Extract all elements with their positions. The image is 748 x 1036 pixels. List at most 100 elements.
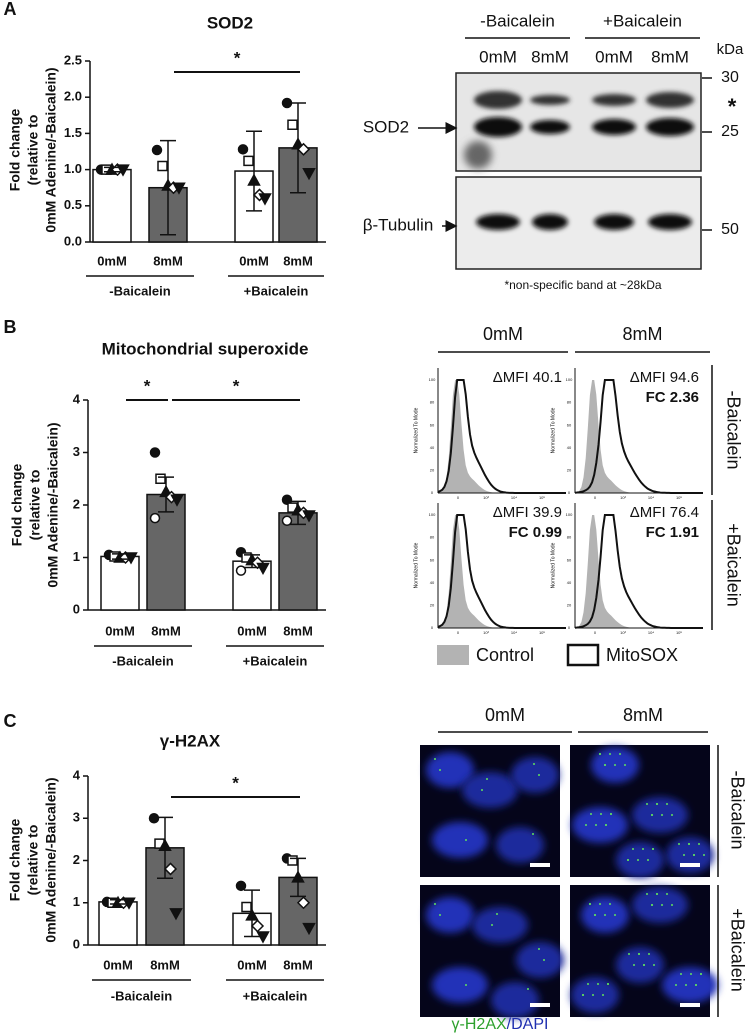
panel-label: B [4, 317, 17, 337]
foci [624, 764, 626, 766]
flow-y-tick: 80 [567, 535, 572, 540]
y-tick-label: 4 [73, 391, 81, 406]
foci [651, 814, 653, 816]
foci [675, 984, 677, 986]
data-point [296, 896, 311, 910]
foci [609, 753, 611, 755]
x-tick-label: 8mM [283, 253, 313, 268]
foci [594, 914, 596, 916]
flow-y-tick: 20 [430, 602, 435, 607]
flow-row: -Baicalein [723, 390, 743, 469]
foci [609, 903, 611, 905]
y-axis-label: Fold change [7, 819, 23, 902]
flow-y-tick: 0 [431, 490, 434, 495]
data-point [149, 512, 161, 524]
foci [496, 913, 498, 915]
scale-bar [530, 863, 550, 867]
foci [693, 854, 695, 856]
data-point [124, 552, 138, 565]
foci [680, 973, 682, 975]
flow-y-tick: 40 [567, 580, 572, 585]
y-tick-label: 2.5 [64, 52, 82, 67]
foci [671, 904, 673, 906]
foci [538, 948, 540, 950]
fc-label: FC 1.91 [646, 524, 699, 541]
foci [661, 904, 663, 906]
scale-bar [530, 1003, 550, 1007]
nucleus [616, 947, 664, 983]
foci [602, 994, 604, 996]
foci [638, 953, 640, 955]
data-point [296, 142, 311, 156]
foci [486, 778, 488, 780]
foci [651, 904, 653, 906]
foci [590, 813, 592, 815]
error-bar [290, 102, 306, 194]
data-point [148, 813, 160, 824]
flow-y-tick: 20 [430, 467, 435, 472]
data-point [287, 855, 298, 866]
flow-x-tick: 0 [594, 630, 597, 635]
flow-x-tick: 10⁴ [511, 630, 517, 635]
band [648, 214, 692, 230]
foci [614, 914, 616, 916]
bar [98, 901, 138, 946]
y-tick-label: 1.0 [64, 161, 82, 176]
fc-label: FC 0.99 [509, 524, 562, 541]
flow-y-tick: 100 [429, 512, 436, 517]
foci [481, 789, 483, 791]
blot-group: -Baicalein [480, 11, 555, 30]
foci [434, 903, 436, 905]
y-tick-label: 0.0 [64, 233, 82, 248]
group-label: -Baicalein [109, 283, 170, 298]
data-point [163, 862, 178, 876]
control-histogram [438, 380, 566, 493]
panel-label: A [4, 0, 17, 19]
nucleus [572, 807, 628, 843]
band-label: β-Tubulin [363, 215, 434, 234]
blot-lane: 0mM [479, 47, 517, 66]
error-bar [110, 899, 126, 905]
foci [661, 814, 663, 816]
data-point [235, 880, 247, 892]
flow-y-tick: 0 [568, 625, 571, 630]
bar [278, 512, 318, 611]
data-point [235, 565, 247, 576]
control-histogram [575, 380, 703, 493]
foci [527, 988, 529, 990]
x-tick-label: 0mM [103, 957, 133, 972]
y-tick-label: 2 [73, 496, 80, 511]
flow-axis-label: Normalized To Mode [413, 542, 419, 588]
y-axis-label: 0mM Adenine/-Baicalein) [45, 422, 61, 587]
flow-y-tick: 80 [430, 535, 435, 540]
foci [538, 774, 540, 776]
data-point [302, 922, 316, 936]
blot-lane: 8mM [531, 47, 569, 66]
flow-x-tick: 10⁵ [676, 630, 682, 635]
data-point [170, 494, 184, 507]
foci [647, 859, 649, 861]
mfi-label: ΔMFI 39.9 [493, 504, 562, 521]
flow-y-tick: 80 [430, 400, 435, 405]
data-point [122, 897, 136, 910]
foci [637, 859, 639, 861]
flow-row: +Baicalein [723, 523, 743, 607]
foci [599, 753, 601, 755]
flow-axis-label: Normalized To Mode [550, 407, 556, 453]
flow-x-tick: 10³ [483, 495, 489, 500]
flow-y-tick: 60 [567, 557, 572, 562]
flow-y-tick: 0 [431, 625, 434, 630]
foci [678, 843, 680, 845]
flow-axis-label: Normalized To Mode [550, 542, 556, 588]
nucleus [571, 977, 619, 1013]
y-tick-label: 0.5 [64, 197, 82, 212]
y-axis-label: (relative to [25, 115, 41, 186]
panel-label: C [4, 711, 17, 731]
foci [688, 843, 690, 845]
micro-row: +Baicalein [727, 908, 747, 992]
blot-marker: 30 [721, 69, 739, 86]
x-tick-label: 0mM [239, 253, 269, 268]
flow-y-tick: 20 [567, 467, 572, 472]
control-histogram [575, 515, 703, 628]
